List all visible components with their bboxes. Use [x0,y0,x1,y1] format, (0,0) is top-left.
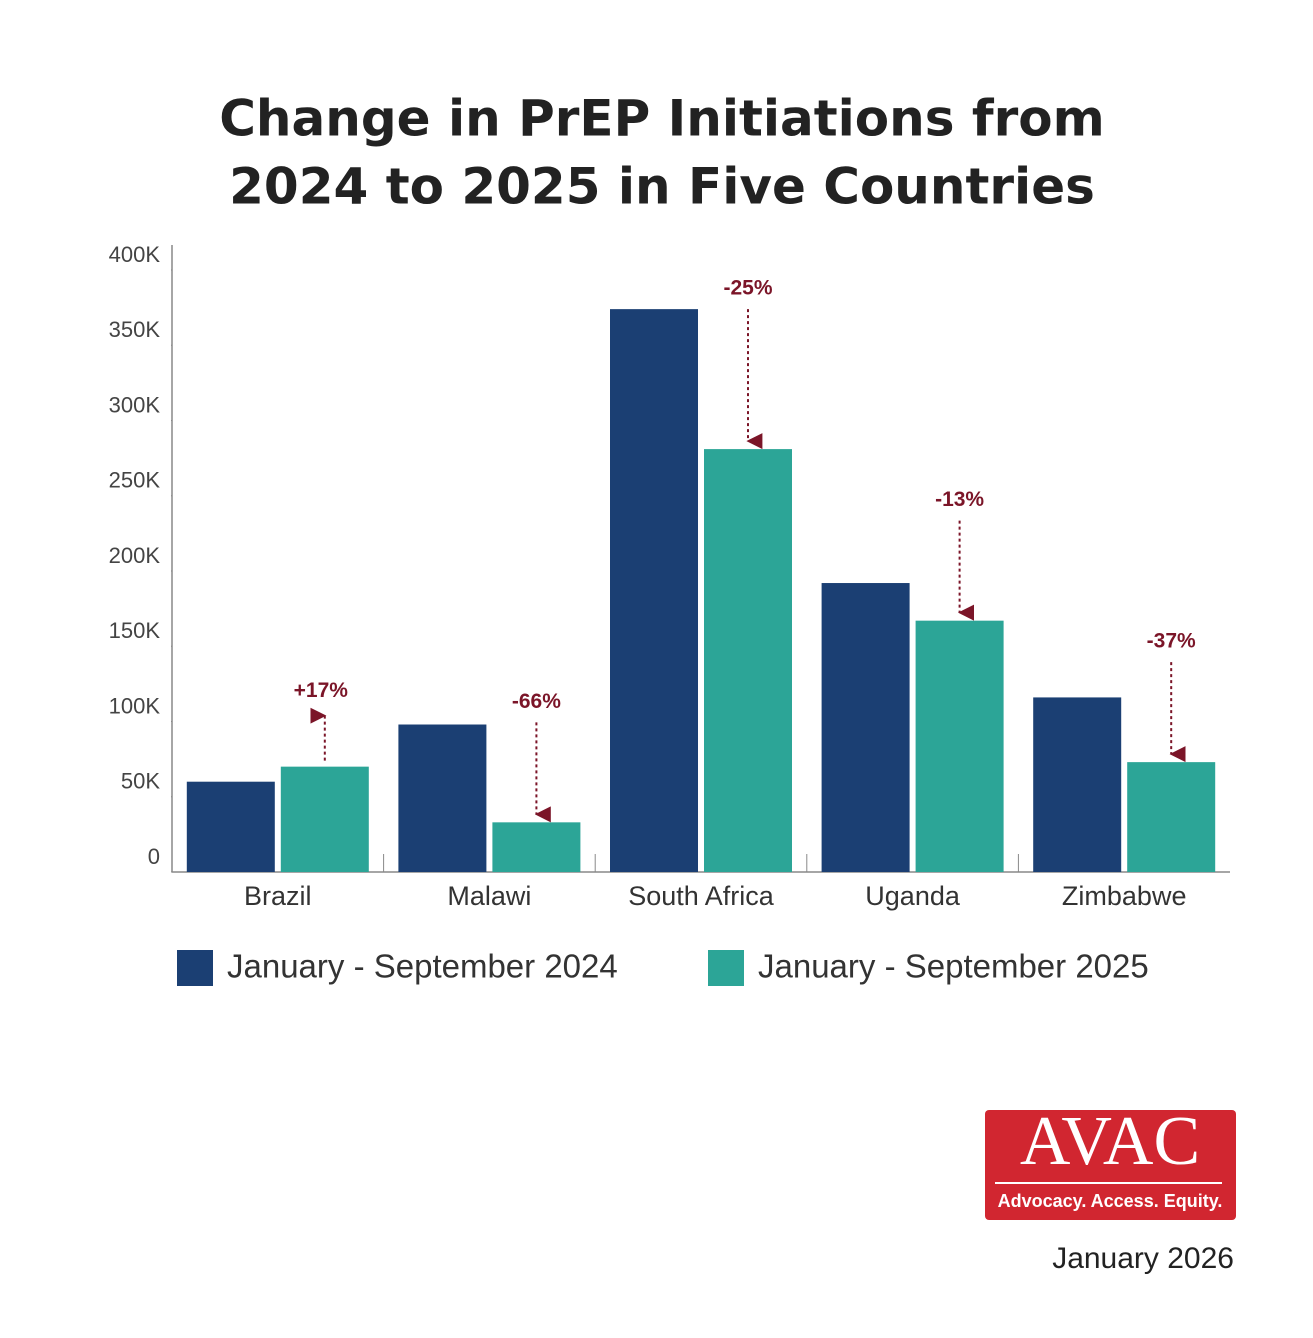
bar [492,822,581,872]
y-tick-label: 0 [148,844,160,869]
legend-label: January - September 2024 [227,948,618,985]
legend-label: January - September 2025 [758,948,1149,985]
y-tick-label: 100K [109,693,161,718]
logo-name: AVAC [1020,1103,1200,1180]
bar [704,449,792,872]
y-tick-label: 350K [109,317,161,342]
y-tick-label: 150K [109,618,161,643]
x-tick-label: Brazil [244,881,312,911]
x-tick-label: South Africa [628,881,775,911]
bar [1033,697,1122,872]
y-tick-label: 300K [109,392,161,417]
y-tick-label: 250K [109,468,161,493]
change-label: -13% [935,488,984,511]
change-label: -66% [512,690,561,713]
logo-tagline: Advocacy. Access. Equity. [998,1191,1223,1211]
change-label: -25% [723,277,772,300]
bar [610,309,698,872]
x-tick-label: Uganda [865,881,961,911]
chart-title: 2024 to 2025 in Five Countries [229,158,1095,216]
bar [1127,762,1216,872]
logo-box [985,1110,1236,1220]
bar [280,766,369,872]
change-label: +17% [294,679,349,702]
chart-title: Change in PrEP Initiations from [219,90,1105,148]
legend-swatch [177,950,213,986]
bar [821,583,910,872]
bar [186,781,275,872]
bar [398,724,487,872]
date: January 2026 [1052,1242,1234,1275]
y-tick-label: 200K [109,543,161,568]
x-tick-label: Zimbabwe [1062,881,1187,911]
change-label: -37% [1147,630,1196,653]
bar [915,620,1004,872]
y-tick-label: 50K [121,769,160,794]
x-tick-label: Malawi [447,881,531,911]
y-tick-label: 400K [109,242,161,267]
legend-swatch [708,950,744,986]
